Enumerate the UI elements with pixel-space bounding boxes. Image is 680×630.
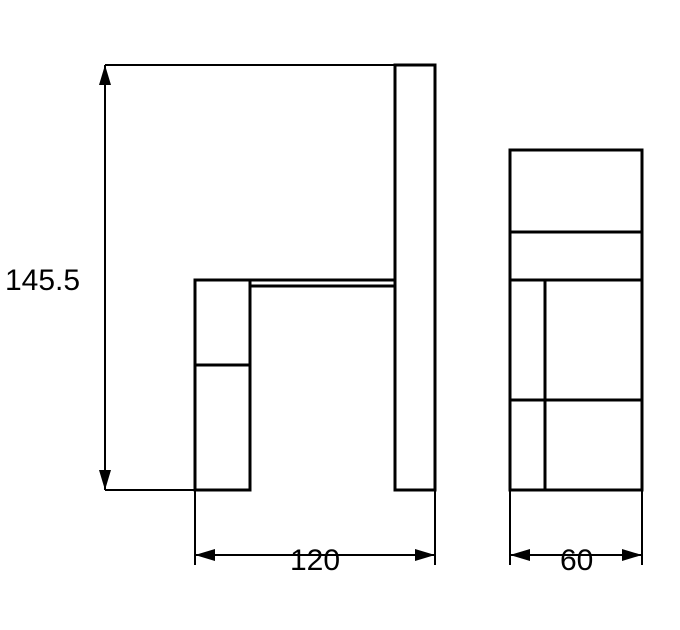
dim-width-right: 60: [560, 544, 593, 577]
dim-height: 145.5: [5, 264, 80, 297]
technical-drawing: 145.5 120 60: [0, 0, 680, 630]
dim-width-left: 120: [290, 544, 340, 577]
